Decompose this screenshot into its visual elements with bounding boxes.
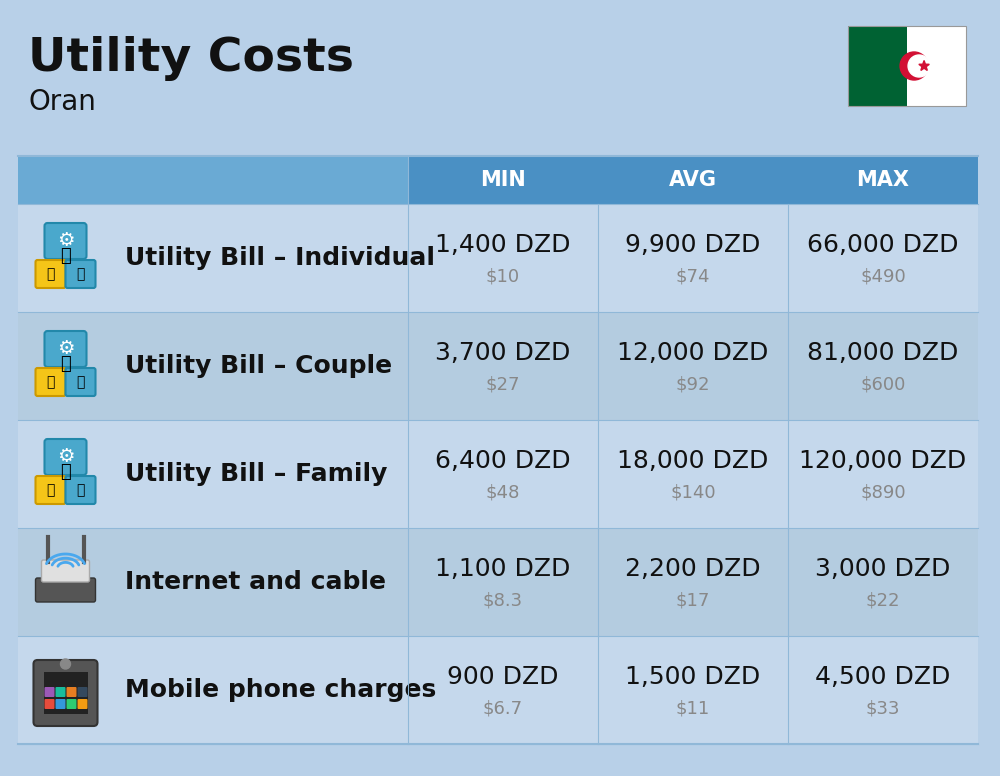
FancyBboxPatch shape	[18, 636, 978, 744]
Text: 3,700 DZD: 3,700 DZD	[435, 341, 571, 365]
FancyBboxPatch shape	[56, 687, 66, 697]
Text: MAX: MAX	[856, 170, 910, 190]
FancyBboxPatch shape	[44, 672, 88, 714]
FancyBboxPatch shape	[907, 26, 966, 106]
Text: $22: $22	[866, 591, 900, 609]
FancyBboxPatch shape	[36, 578, 96, 602]
Text: Oran: Oran	[28, 88, 96, 116]
Text: 4,500 DZD: 4,500 DZD	[815, 665, 951, 689]
FancyBboxPatch shape	[18, 528, 978, 636]
Text: 81,000 DZD: 81,000 DZD	[807, 341, 959, 365]
Text: $600: $600	[860, 375, 906, 393]
Text: $17: $17	[676, 591, 710, 609]
FancyBboxPatch shape	[56, 699, 66, 709]
FancyBboxPatch shape	[44, 687, 54, 697]
Text: 🔌: 🔌	[46, 267, 55, 281]
FancyBboxPatch shape	[18, 156, 408, 204]
FancyBboxPatch shape	[66, 687, 76, 697]
Text: $27: $27	[486, 375, 520, 393]
Text: Utility Bill – Family: Utility Bill – Family	[125, 462, 387, 486]
FancyBboxPatch shape	[848, 26, 907, 106]
FancyBboxPatch shape	[34, 660, 98, 726]
Text: 💧: 💧	[76, 483, 85, 497]
Text: 3,000 DZD: 3,000 DZD	[815, 557, 951, 581]
Text: 🔌: 🔌	[46, 375, 55, 389]
Text: $11: $11	[676, 699, 710, 717]
Text: ⚙: ⚙	[57, 230, 74, 250]
Circle shape	[60, 659, 70, 669]
Text: 12,000 DZD: 12,000 DZD	[617, 341, 769, 365]
FancyBboxPatch shape	[36, 260, 66, 288]
FancyBboxPatch shape	[66, 699, 76, 709]
Text: 18,000 DZD: 18,000 DZD	[617, 449, 769, 473]
Text: AVG: AVG	[669, 170, 717, 190]
Text: 🧑: 🧑	[60, 247, 71, 265]
FancyBboxPatch shape	[66, 476, 96, 504]
Text: 2,200 DZD: 2,200 DZD	[625, 557, 761, 581]
Text: 120,000 DZD: 120,000 DZD	[799, 449, 967, 473]
Text: $140: $140	[670, 483, 716, 501]
FancyBboxPatch shape	[66, 260, 96, 288]
Text: $490: $490	[860, 267, 906, 285]
Text: Utility Bill – Couple: Utility Bill – Couple	[125, 354, 392, 378]
FancyBboxPatch shape	[18, 420, 978, 528]
Text: 💧: 💧	[76, 375, 85, 389]
Text: $33: $33	[866, 699, 900, 717]
FancyBboxPatch shape	[44, 439, 87, 475]
Text: Utility Bill – Individual: Utility Bill – Individual	[125, 246, 435, 270]
Text: 9,900 DZD: 9,900 DZD	[625, 233, 761, 257]
Text: $6.7: $6.7	[483, 699, 523, 717]
FancyBboxPatch shape	[18, 204, 978, 312]
FancyBboxPatch shape	[408, 156, 978, 204]
FancyBboxPatch shape	[66, 368, 96, 396]
FancyBboxPatch shape	[44, 223, 87, 259]
Text: $10: $10	[486, 267, 520, 285]
Text: 🧑: 🧑	[60, 463, 71, 481]
Circle shape	[900, 52, 928, 80]
FancyBboxPatch shape	[18, 312, 978, 420]
Text: $48: $48	[486, 483, 520, 501]
Text: 6,400 DZD: 6,400 DZD	[435, 449, 571, 473]
Text: MIN: MIN	[480, 170, 526, 190]
Text: 900 DZD: 900 DZD	[447, 665, 559, 689]
Text: $92: $92	[676, 375, 710, 393]
FancyBboxPatch shape	[36, 476, 66, 504]
Text: 🔌: 🔌	[46, 483, 55, 497]
Text: ⚙: ⚙	[57, 446, 74, 466]
Text: Mobile phone charges: Mobile phone charges	[125, 678, 436, 702]
FancyBboxPatch shape	[78, 687, 88, 697]
Text: ⚙: ⚙	[57, 338, 74, 358]
Polygon shape	[919, 61, 929, 71]
Text: Utility Costs: Utility Costs	[28, 36, 354, 81]
Text: 💧: 💧	[76, 267, 85, 281]
FancyBboxPatch shape	[78, 699, 88, 709]
FancyBboxPatch shape	[36, 368, 66, 396]
Text: 1,500 DZD: 1,500 DZD	[625, 665, 761, 689]
FancyBboxPatch shape	[44, 699, 54, 709]
Circle shape	[908, 55, 930, 77]
Text: 1,100 DZD: 1,100 DZD	[435, 557, 571, 581]
Text: 66,000 DZD: 66,000 DZD	[807, 233, 959, 257]
FancyBboxPatch shape	[42, 560, 90, 582]
Text: 🧑: 🧑	[60, 355, 71, 373]
Text: 1,400 DZD: 1,400 DZD	[435, 233, 571, 257]
Text: $74: $74	[676, 267, 710, 285]
Text: $8.3: $8.3	[483, 591, 523, 609]
FancyBboxPatch shape	[44, 331, 87, 367]
Text: Internet and cable: Internet and cable	[125, 570, 386, 594]
Text: $890: $890	[860, 483, 906, 501]
